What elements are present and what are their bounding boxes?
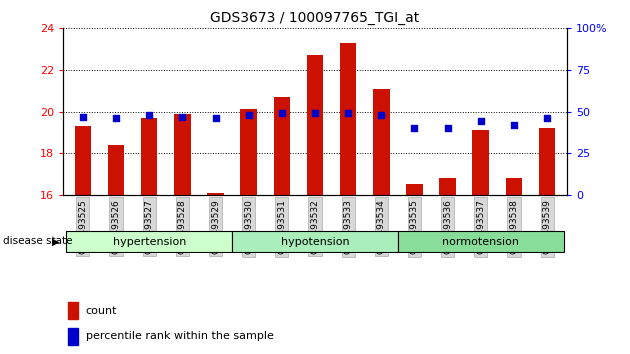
Bar bbox=[398, 231, 564, 252]
Text: count: count bbox=[86, 306, 117, 316]
Bar bbox=[539, 128, 556, 195]
Point bbox=[410, 125, 420, 131]
Point bbox=[376, 112, 386, 118]
Point bbox=[177, 114, 187, 119]
Bar bbox=[406, 184, 423, 195]
Point bbox=[144, 112, 154, 118]
Point bbox=[111, 115, 121, 121]
Point bbox=[509, 122, 519, 128]
Bar bbox=[207, 193, 224, 195]
Point bbox=[542, 115, 552, 121]
Point bbox=[443, 125, 453, 131]
Text: ▶: ▶ bbox=[52, 236, 59, 246]
Point bbox=[210, 115, 220, 121]
Point bbox=[476, 119, 486, 124]
Bar bbox=[307, 55, 323, 195]
Bar bbox=[373, 88, 389, 195]
Bar bbox=[439, 178, 456, 195]
Point bbox=[277, 110, 287, 116]
Bar bbox=[506, 178, 522, 195]
Text: GDS3673 / 100097765_TGI_at: GDS3673 / 100097765_TGI_at bbox=[210, 11, 420, 25]
Point bbox=[310, 110, 320, 116]
Text: disease state: disease state bbox=[3, 236, 72, 246]
Bar bbox=[273, 97, 290, 195]
Bar bbox=[241, 109, 257, 195]
Text: percentile rank within the sample: percentile rank within the sample bbox=[86, 331, 273, 341]
Point bbox=[78, 114, 88, 119]
Text: normotension: normotension bbox=[442, 236, 519, 247]
Bar bbox=[472, 130, 489, 195]
Bar bbox=[232, 231, 398, 252]
Bar bbox=[66, 231, 232, 252]
Bar bbox=[340, 43, 357, 195]
Bar bbox=[68, 328, 78, 345]
Point bbox=[343, 110, 353, 116]
Bar bbox=[108, 145, 124, 195]
Text: hypertension: hypertension bbox=[113, 236, 186, 247]
Text: hypotension: hypotension bbox=[281, 236, 349, 247]
Point bbox=[244, 112, 254, 118]
Bar bbox=[174, 114, 191, 195]
Bar bbox=[141, 118, 158, 195]
Bar bbox=[74, 126, 91, 195]
Bar bbox=[68, 302, 78, 319]
